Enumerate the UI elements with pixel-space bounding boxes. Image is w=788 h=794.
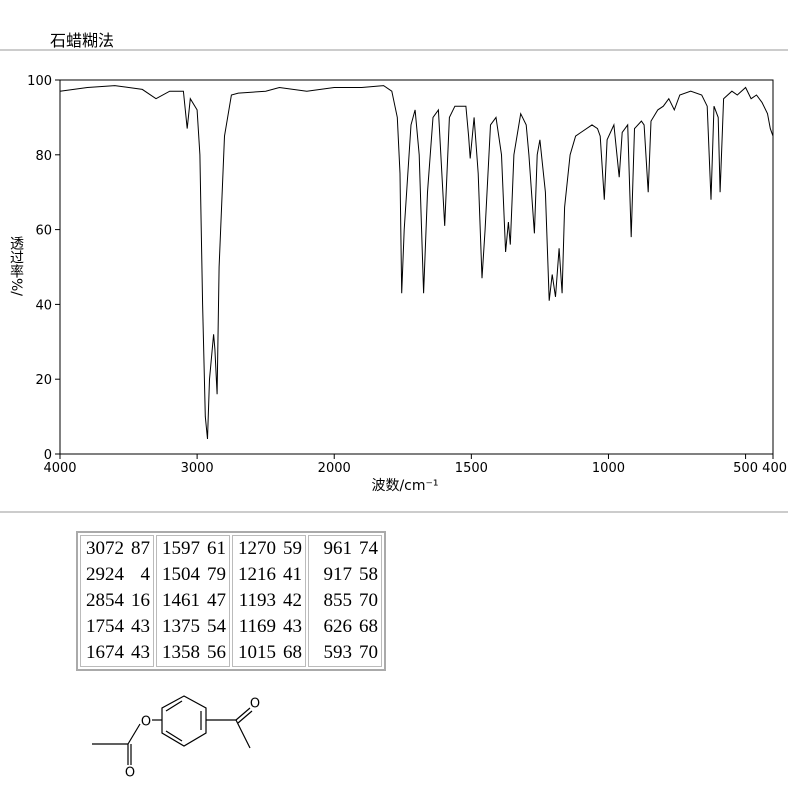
x-tick-label: 3000: [181, 461, 214, 476]
table-row: 1270 59: [236, 536, 302, 562]
table-row: 1193 42: [236, 588, 302, 614]
table-column: 1270 59 1216 41 1193 42 1169 43 1015 68: [232, 535, 306, 667]
transmittance: 70: [359, 590, 378, 611]
table-row: 1504 79: [160, 562, 226, 588]
wavenumber: 855: [323, 590, 353, 611]
transmittance: 43: [131, 616, 150, 637]
wavenumber: 626: [323, 616, 353, 637]
transmittance: 54: [207, 616, 226, 637]
wavenumber: 1754: [86, 616, 124, 637]
peak-table: 3072 87 2924 4 2854 16 1754 43 1674 43 1597 61 1504 7…: [76, 531, 386, 671]
table-row: 1216 41: [236, 562, 302, 588]
table-row: 1015 68: [236, 640, 302, 666]
y-tick-label: 20: [35, 373, 52, 388]
transmittance: 41: [283, 564, 302, 585]
transmittance: 68: [283, 642, 302, 663]
x-tick-label: 500: [733, 461, 758, 476]
wavenumber: 3072: [86, 538, 124, 559]
wavenumber: 1461: [162, 590, 200, 611]
table-row: 1461 47: [160, 588, 226, 614]
plot-frame: [59, 79, 774, 455]
spectrum-line: [59, 85, 774, 440]
wavenumber: 1015: [238, 642, 276, 663]
table-row: 917 58: [312, 562, 379, 588]
table-row: 3072 87: [84, 536, 150, 562]
transmittance: 59: [283, 538, 302, 559]
transmittance: 42: [283, 590, 302, 611]
table-row: 1674 43: [84, 640, 150, 666]
transmittance: 87: [131, 538, 150, 559]
transmittance: 58: [359, 564, 378, 585]
y-tick-label: 0: [44, 448, 52, 463]
transmittance: 56: [207, 642, 226, 663]
transmittance: 47: [207, 590, 226, 611]
wavenumber: 961: [323, 538, 353, 559]
wavenumber: 917: [323, 564, 353, 585]
wavenumber: 1193: [238, 590, 276, 611]
table-row: 1169 43: [236, 614, 302, 640]
table-row: 1597 61: [160, 536, 226, 562]
transmittance: 43: [131, 642, 150, 663]
x-tick-label: 1500: [455, 461, 488, 476]
table-column: 3072 87 2924 4 2854 16 1754 43 1674 43: [80, 535, 154, 667]
wavenumber: 1358: [162, 642, 200, 663]
wavenumber: 1674: [86, 642, 124, 663]
wavenumber: 1270: [238, 538, 276, 559]
x-tick-label: 400: [762, 461, 787, 476]
x-axis-label: 波数/cm⁻¹: [371, 478, 438, 494]
transmittance: 4: [140, 564, 151, 585]
y-tick-label: 80: [35, 149, 52, 164]
table-column: 1597 61 1504 79 1461 47 1375 54 1358 56: [156, 535, 230, 667]
x-tick-label: 4000: [43, 461, 76, 476]
wavenumber: 1504: [162, 564, 200, 585]
y-axis-label: 透过率%/: [8, 236, 24, 296]
table-row: 961 74: [312, 536, 379, 562]
transmittance: 16: [131, 590, 150, 611]
table-row: 2924 4: [84, 562, 150, 588]
wavenumber: 2854: [86, 590, 124, 611]
wavenumber: 1375: [162, 616, 200, 637]
atom-label: O: [125, 766, 135, 781]
x-tick-label: 1000: [592, 461, 625, 476]
y-tick-label: 40: [35, 298, 52, 313]
table-column: 961 74 917 58 855 70 626 68 593 70: [308, 535, 382, 667]
transmittance: 43: [283, 616, 302, 637]
atom-label: O: [141, 715, 151, 730]
atom-label: O: [250, 697, 260, 712]
table-row: 593 70: [312, 640, 379, 666]
structure: [92, 695, 253, 765]
table-row: 626 68: [312, 614, 379, 640]
transmittance: 74: [359, 538, 378, 559]
y-tick-label: 60: [35, 224, 52, 239]
wavenumber: 1169: [238, 616, 276, 637]
wavenumber: 1216: [238, 564, 276, 585]
transmittance: 68: [359, 616, 378, 637]
y-tick-label: 100: [27, 74, 52, 89]
wavenumber: 2924: [86, 564, 124, 585]
wavenumber: 593: [323, 642, 353, 663]
transmittance: 79: [207, 564, 226, 585]
transmittance: 70: [359, 642, 378, 663]
table-row: 855 70: [312, 588, 379, 614]
table-row: 1358 56: [160, 640, 226, 666]
transmittance: 61: [207, 538, 226, 559]
table-row: 1375 54: [160, 614, 226, 640]
wavenumber: 1597: [162, 538, 200, 559]
table-row: 1754 43: [84, 614, 150, 640]
page-title: 石蜡糊法: [50, 31, 114, 50]
table-row: 2854 16: [84, 588, 150, 614]
x-tick-label: 2000: [318, 461, 351, 476]
